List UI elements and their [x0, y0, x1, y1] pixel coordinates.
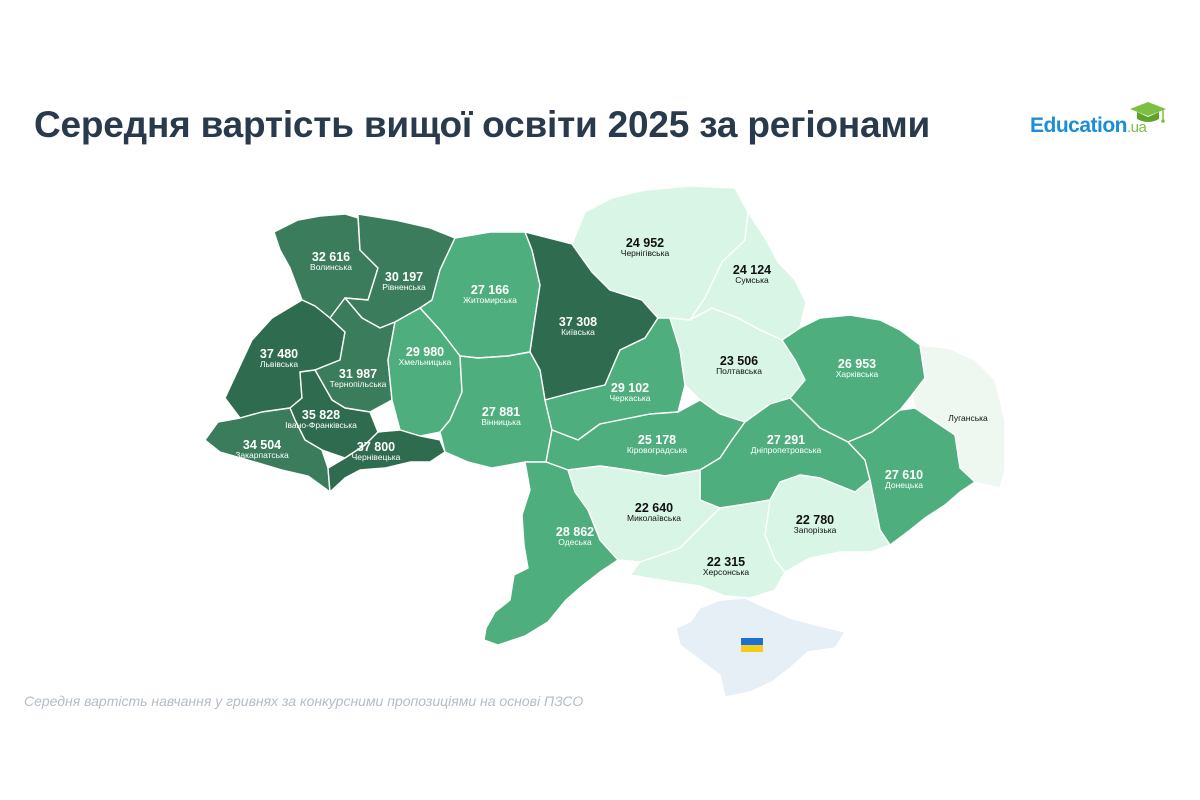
- value-odeska: 28 862: [556, 525, 594, 539]
- name-cherkaska: Черкаська: [609, 393, 650, 403]
- name-khersonska: Херсонська: [703, 567, 749, 577]
- name-zhytomyrska: Житомирська: [463, 295, 517, 305]
- education-ua-logo[interactable]: Education.ua: [1030, 100, 1170, 140]
- page-title: Середня вартість вищої освіти 2025 за ре…: [34, 104, 931, 145]
- logo-text: Education.ua: [1030, 114, 1147, 138]
- name-dnipropetrovska: Дніпропетровська: [751, 445, 822, 455]
- value-donetska: 27 610: [885, 468, 923, 482]
- name-odeska: Одеська: [558, 537, 592, 547]
- region-khmelnytska[interactable]: [387, 307, 463, 437]
- graduation-cap-icon: [1130, 102, 1166, 123]
- region-kharkivska[interactable]: [781, 314, 926, 443]
- name-zaporizka: Запорізька: [794, 525, 837, 535]
- value-kirovohradska: 25 178: [638, 433, 676, 447]
- name-poltavska: Полтавська: [716, 366, 762, 376]
- value-lvivska: 37 480: [260, 347, 298, 361]
- name-chernivetska: Чернівецька: [352, 452, 401, 462]
- value-kharkivska: 26 953: [838, 357, 876, 371]
- value-zakarpatska: 34 504: [243, 438, 281, 452]
- footnote: Середня вартість навчання у гривнях за к…: [24, 693, 584, 709]
- value-poltavska: 23 506: [720, 354, 758, 368]
- name-volynska: Волинська: [310, 262, 352, 272]
- name-rivnenska: Рівненська: [382, 282, 426, 292]
- name-ivano-frankivska: Івано-Франківська: [285, 420, 357, 430]
- value-chernihivska: 24 952: [626, 236, 664, 250]
- name-kyivska: Київська: [561, 327, 595, 337]
- region-khersonska[interactable]: [629, 499, 786, 599]
- value-zaporizka: 22 780: [796, 513, 834, 527]
- value-mykolaivska: 22 640: [635, 501, 673, 515]
- region-chernivetska[interactable]: [327, 429, 446, 493]
- value-ternopilska: 31 987: [339, 367, 377, 381]
- name-kirovohradska: Кіровоградська: [627, 445, 688, 455]
- name-lvivska: Львівська: [260, 359, 298, 369]
- name-vinnytska: Вінницька: [481, 417, 521, 427]
- name-luhanska: Луганська: [948, 413, 988, 423]
- name-donetska: Донецька: [885, 480, 923, 490]
- value-volynska: 32 616: [312, 250, 350, 264]
- name-zakarpatska: Закарпатська: [235, 450, 289, 460]
- value-khersonska: 22 315: [707, 555, 745, 569]
- value-dnipropetrovska: 27 291: [767, 433, 805, 447]
- value-sumska: 24 124: [733, 263, 771, 277]
- logo-main: Education: [1030, 114, 1128, 137]
- name-sumska: Сумська: [735, 275, 769, 285]
- name-khmelnytska: Хмельницька: [399, 357, 452, 367]
- name-chernihivska: Чернігівська: [621, 248, 670, 258]
- region-odeska[interactable]: [483, 461, 619, 646]
- name-mykolaivska: Миколаївська: [627, 513, 681, 523]
- value-cherkaska: 29 102: [611, 381, 649, 395]
- region-luhanska[interactable]: [911, 344, 1006, 489]
- logo-suffix: .ua: [1127, 119, 1147, 136]
- name-ternopilska: Тернопільська: [330, 379, 387, 389]
- value-rivnenska: 30 197: [385, 270, 423, 284]
- value-kyivska: 37 308: [559, 315, 597, 329]
- value-ivano-frankivska: 35 828: [302, 408, 340, 422]
- value-zhytomyrska: 27 166: [471, 283, 509, 297]
- value-khmelnytska: 29 980: [406, 345, 444, 359]
- value-chernivetska: 37 800: [357, 440, 395, 454]
- value-vinnytska: 27 881: [482, 405, 520, 419]
- name-kharkivska: Харківська: [836, 369, 879, 379]
- ukraine-flag-icon: [741, 638, 763, 652]
